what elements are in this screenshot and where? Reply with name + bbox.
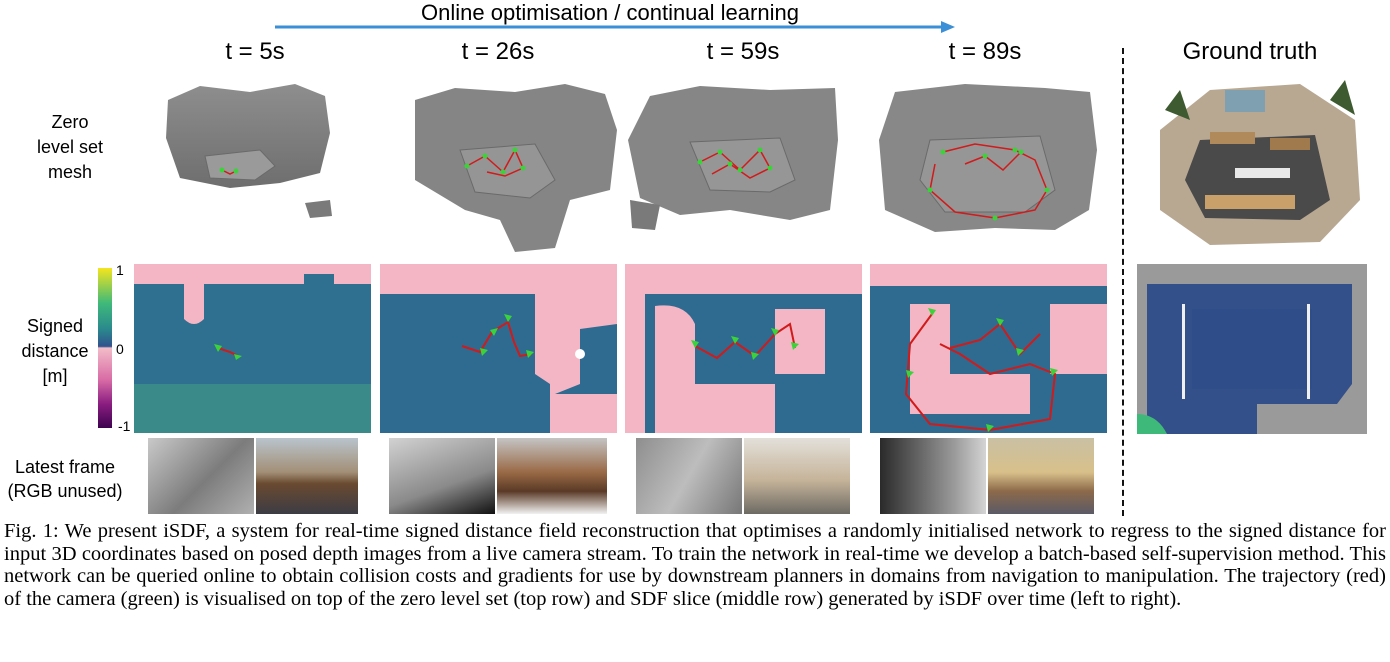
row-label-sdf: Signed distance [m] xyxy=(10,314,100,389)
rgb-frame-t26 xyxy=(497,438,607,514)
row-label-frame-line1: Latest frame xyxy=(14,457,116,477)
column-title-t89: t = 89s xyxy=(948,38,1022,65)
row-label-mesh-line1: Zero xyxy=(51,112,89,132)
depth-frame-t59 xyxy=(636,438,742,514)
rgb-frame-t89 xyxy=(988,438,1094,514)
sdf-ground-truth xyxy=(1137,264,1367,434)
colorbar-tick-max: 1 xyxy=(116,262,124,278)
rgb-frame-t59 xyxy=(744,438,850,514)
colorbar-tick-zero: 0 xyxy=(116,341,124,357)
figure-caption: Fig. 1: We present iSDF, a system for re… xyxy=(4,520,1386,610)
depth-frame-t26 xyxy=(389,438,495,514)
column-title-t26: t = 26s xyxy=(461,38,535,65)
mesh-t59 xyxy=(628,86,838,230)
column-title-t5: t = 5s xyxy=(225,38,285,65)
sdf-slice-t5 xyxy=(134,264,371,433)
column-title-t59: t = 59s xyxy=(706,38,780,65)
sdf-slice-t59 xyxy=(625,264,862,433)
depth-frame-t5 xyxy=(148,438,254,514)
row-label-frame-line2: (RGB unused) xyxy=(7,481,123,501)
row-label-sdf-line3: [m] xyxy=(42,366,68,386)
mesh-t5 xyxy=(166,84,332,218)
row-label-frame: Latest frame (RGB unused) xyxy=(0,455,130,503)
sdf-slice-t26 xyxy=(380,264,617,433)
row-label-mesh: Zero level set mesh xyxy=(20,110,120,185)
column-title-ground-truth: Ground truth xyxy=(1182,38,1318,65)
ground-truth-separator xyxy=(1122,48,1124,516)
optimisation-arrow-label: Online optimisation / continual learning xyxy=(421,0,799,25)
ground-truth-scene xyxy=(1160,80,1360,245)
timeline-arrow-icon xyxy=(275,21,955,33)
row-label-sdf-line2: distance xyxy=(21,341,89,361)
sdf-slice-t89 xyxy=(870,264,1107,433)
colorbar-tick-min: -1 xyxy=(118,418,131,434)
row-label-sdf-line1: Signed xyxy=(26,316,84,336)
signed-distance-colorbar xyxy=(98,268,112,428)
mesh-t89 xyxy=(879,84,1097,232)
row-label-mesh-line2: level set xyxy=(36,137,104,157)
rgb-frame-t5 xyxy=(256,438,358,514)
mesh-t26 xyxy=(415,84,617,252)
row-label-mesh-line3: mesh xyxy=(47,162,92,182)
depth-frame-t89 xyxy=(880,438,986,514)
